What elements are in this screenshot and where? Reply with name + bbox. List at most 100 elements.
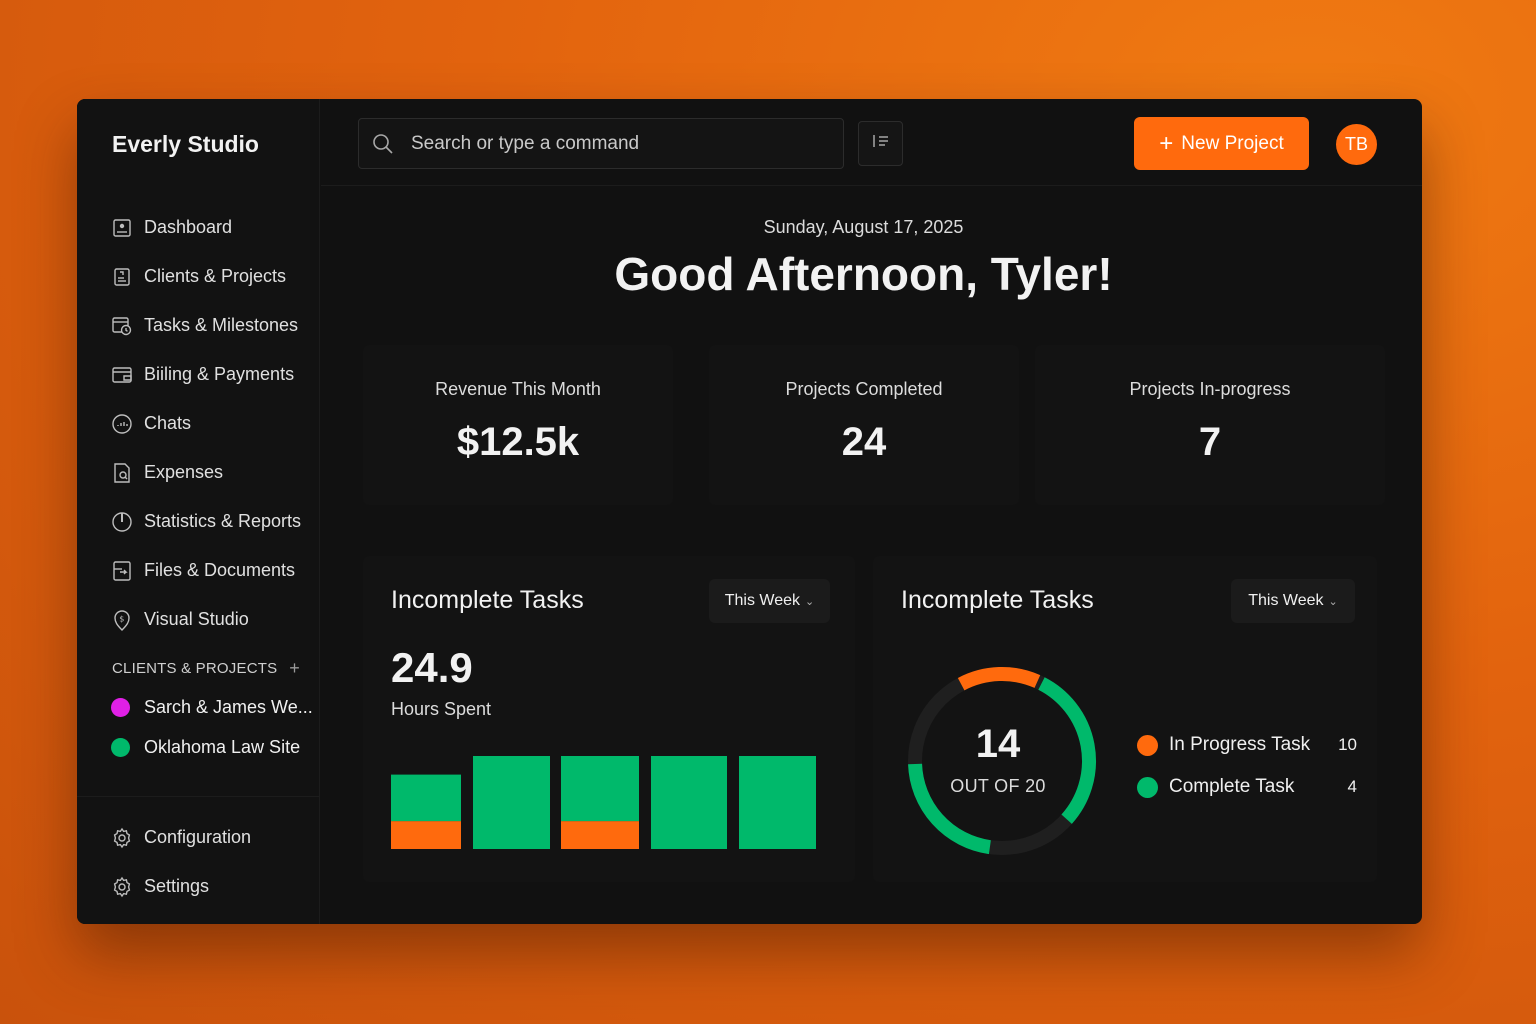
sidebar-item-label: Chats — [144, 413, 192, 433]
panel-title: Incomplete Tasks — [391, 586, 584, 614]
sidebar-item-label: Expenses — [144, 462, 224, 482]
week-filter-dropdown[interactable]: This Week ⌄ — [1231, 579, 1355, 623]
avatar[interactable]: TB — [1336, 124, 1377, 165]
legend-label: Complete Task — [1169, 776, 1295, 797]
legend-item-in-progress: In Progress Task 10 — [1137, 734, 1357, 756]
list-icon — [871, 133, 891, 154]
client-label: Sarch & James We... — [144, 697, 313, 717]
sidebar-item-billing-payments[interactable]: Biiling & Payments — [111, 350, 316, 399]
sidebar: Everly Studio Dashboard Clients & Projec… — [77, 99, 320, 924]
command-menu-button[interactable] — [858, 121, 903, 166]
sidebar-divider — [77, 796, 320, 797]
sidebar-item-label: Configuration — [144, 827, 252, 847]
new-project-button[interactable]: + New Project — [1134, 117, 1309, 170]
bar-segment — [739, 756, 816, 849]
sidebar-bottom-nav: Configuration Settings — [111, 813, 316, 911]
stat-label: Projects Completed — [785, 379, 943, 399]
topbar-divider — [321, 185, 1422, 186]
bar-segment — [391, 821, 461, 849]
stat-label: Revenue This Month — [435, 379, 601, 399]
legend-count: 10 — [1338, 735, 1357, 754]
legend-count: 4 — [1347, 777, 1357, 796]
stat-value: 7 — [1198, 420, 1222, 464]
clients-projects-section-header: CLIENTS & PROJECTS + — [112, 658, 300, 679]
bar-segment — [561, 756, 639, 822]
week-filter-dropdown[interactable]: This Week ⌄ — [709, 579, 830, 623]
bar-segment — [561, 821, 639, 849]
file-icon — [111, 560, 133, 582]
wallet-icon — [111, 364, 133, 386]
stat-card-projects-in-progress: Projects In-progress 7 — [1035, 345, 1385, 505]
bar-segment — [473, 756, 550, 849]
filter-label: This Week — [1248, 592, 1324, 609]
add-project-icon[interactable]: + — [289, 658, 301, 678]
panel-title: Incomplete Tasks — [901, 586, 1094, 614]
sidebar-item-statistics-reports[interactable]: Statistics & Reports — [111, 497, 316, 546]
bar-segment — [391, 774, 461, 822]
incomplete-tasks-hours-panel: Incomplete Tasks This Week ⌄ 24.9 Hours … — [363, 556, 855, 882]
sidebar-item-label: Visual Studio — [144, 609, 249, 629]
svg-text:$: $ — [119, 614, 124, 623]
sidebar-item-dashboard[interactable]: Dashboard — [111, 203, 316, 252]
hours-label: Hours Spent — [391, 699, 492, 719]
sidebar-nav: Dashboard Clients & Projects Tasks & Mil… — [111, 203, 316, 644]
bar-segment — [651, 756, 727, 849]
gear-icon — [111, 827, 133, 849]
section-label: CLIENTS & PROJECTS — [112, 660, 278, 677]
chevron-down-icon: ⌄ — [805, 595, 815, 608]
clients-icon — [111, 266, 133, 288]
incomplete-tasks-status-panel: Incomplete Tasks This Week ⌄ 14 OUT OF 2… — [873, 556, 1377, 882]
sidebar-item-expenses[interactable]: Expenses — [111, 448, 316, 497]
app-window: Everly Studio Dashboard Clients & Projec… — [77, 99, 1422, 924]
sidebar-item-label: Dashboard — [144, 217, 233, 237]
stat-value: $12.5k — [456, 420, 580, 464]
donut-center-value: 14 — [975, 722, 1021, 766]
dashboard-icon — [111, 217, 133, 239]
stat-label: Projects In-progress — [1129, 379, 1291, 399]
new-project-label: New Project — [1181, 132, 1284, 154]
sidebar-item-visual-studio[interactable]: $ Visual Studio — [111, 595, 316, 644]
chat-icon — [111, 413, 133, 435]
hours-bar-chart — [391, 756, 816, 849]
client-color-dot — [111, 698, 130, 717]
pie-icon — [111, 511, 133, 533]
receipt-icon — [111, 462, 133, 484]
client-item-oklahoma-law[interactable]: Oklahoma Law Site — [111, 737, 316, 758]
sidebar-item-clients-projects[interactable]: Clients & Projects — [111, 252, 316, 301]
brand-title: Everly Studio — [112, 131, 259, 157]
donut-slice-in-progress — [957, 667, 1041, 691]
sidebar-item-label: Biiling & Payments — [144, 364, 295, 384]
stat-card-projects-completed: Projects Completed 24 — [709, 345, 1019, 505]
filter-label: This Week — [724, 592, 801, 609]
client-item-sarch-james[interactable]: Sarch & James We... — [111, 697, 316, 718]
sidebar-item-configuration[interactable]: Configuration — [111, 813, 316, 862]
plus-icon: + — [1159, 129, 1174, 157]
donut-center-label: OUT OF 20 — [950, 776, 1046, 796]
current-date: Sunday, August 17, 2025 — [763, 217, 964, 237]
hours-value: 24.9 — [391, 644, 473, 691]
page-title: Good Afternoon, Tyler! — [614, 248, 1113, 300]
sidebar-item-label: Statistics & Reports — [144, 511, 302, 531]
legend-label: In Progress Task — [1169, 734, 1311, 755]
sidebar-item-label: Settings — [144, 876, 210, 896]
dollar-tag-icon: $ — [111, 609, 133, 631]
sidebar-item-tasks-milestones[interactable]: Tasks & Milestones — [111, 301, 316, 350]
search-icon — [371, 132, 395, 156]
sidebar-item-files-documents[interactable]: Files & Documents — [111, 546, 316, 595]
search-bar[interactable] — [358, 118, 844, 169]
tasks-icon — [111, 315, 133, 337]
sidebar-item-settings[interactable]: Settings — [111, 862, 316, 911]
legend-color-dot — [1137, 734, 1158, 756]
client-color-dot — [111, 738, 130, 757]
stat-value: 24 — [841, 420, 887, 464]
sidebar-item-label: Tasks & Milestones — [144, 315, 299, 335]
client-label: Oklahoma Law Site — [144, 737, 301, 757]
search-input[interactable] — [411, 132, 811, 155]
sidebar-item-label: Files & Documents — [144, 560, 296, 580]
stat-card-revenue: Revenue This Month $12.5k — [363, 345, 673, 505]
legend-color-dot — [1137, 776, 1158, 798]
legend-item-complete: Complete Task 4 — [1137, 776, 1357, 798]
sidebar-item-chats[interactable]: Chats — [111, 399, 316, 448]
donut-slice-complete — [908, 763, 992, 855]
chevron-down-icon: ⌄ — [1328, 595, 1338, 608]
